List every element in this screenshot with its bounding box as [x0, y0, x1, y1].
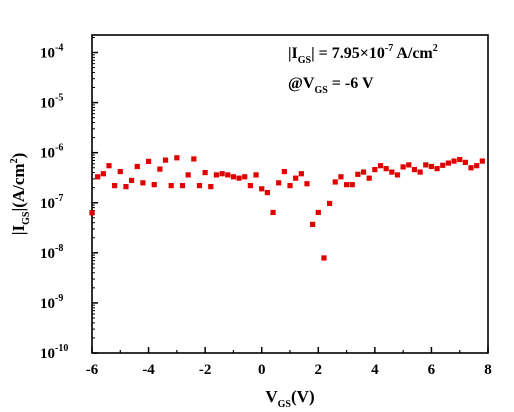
data-point	[434, 166, 440, 172]
annotation-bias: @VGS = -6 V	[288, 75, 374, 96]
y-axis-label: |IGS|(A/cm2)	[9, 153, 32, 236]
data-point	[162, 157, 169, 163]
annotation-current: |IGS| = 7.95×10-7 A/cm2	[288, 43, 438, 66]
tick-labels: -6 -4 -2 0 2 4 6 8 10-4 10-5 10-6 10-7 10-8 10-9 10-10	[40, 43, 492, 378]
data-point	[225, 172, 231, 178]
y-tick-label: 10-6	[40, 143, 63, 162]
data-point	[196, 183, 203, 189]
data-point	[451, 158, 457, 164]
data-point	[360, 169, 367, 175]
data-point	[304, 181, 310, 187]
data-point	[440, 162, 446, 168]
data-point	[411, 166, 418, 173]
data-point	[185, 172, 191, 178]
data-point	[394, 172, 401, 178]
data-point	[468, 165, 474, 171]
data-point	[89, 210, 95, 216]
data-point	[343, 182, 350, 188]
data-point	[247, 183, 253, 189]
data-point	[112, 183, 118, 189]
data-point	[372, 166, 378, 173]
y-tick-label: 10-5	[40, 93, 63, 112]
data-point	[293, 175, 299, 181]
data-point	[423, 162, 429, 168]
data-point	[259, 186, 265, 192]
data-point	[213, 172, 220, 178]
y-tick-label: 10-4	[40, 43, 63, 62]
data-point	[310, 221, 316, 227]
data-point	[168, 183, 174, 189]
x-tick-label: 4	[371, 362, 379, 378]
axis-ticks	[91, 36, 489, 354]
x-tick-label: 6	[428, 362, 436, 378]
y-tick-label: 10-9	[40, 293, 63, 312]
y-tick-label: 10-8	[40, 243, 63, 262]
data-point	[253, 172, 259, 178]
data-point	[332, 179, 338, 185]
data-point	[377, 163, 384, 169]
data-point	[179, 183, 186, 189]
data-point	[327, 200, 333, 207]
data-point	[355, 171, 361, 177]
x-tick-label: 8	[484, 362, 492, 378]
data-point	[106, 163, 112, 169]
data-point	[174, 155, 180, 161]
data-point	[321, 255, 327, 261]
data-point	[236, 175, 242, 181]
data-point	[366, 175, 372, 181]
y-tick-label: 10-7	[40, 193, 63, 212]
data-point	[479, 158, 485, 164]
data-point	[276, 180, 282, 186]
data-point	[315, 209, 321, 216]
data-point	[145, 158, 152, 164]
data-point	[100, 171, 106, 177]
data-point	[123, 184, 129, 190]
data-point	[219, 171, 225, 177]
data-point	[157, 166, 163, 172]
data-point	[117, 168, 123, 175]
x-axis-label: VGS(V)	[265, 387, 314, 410]
data-point	[400, 164, 406, 170]
data-point	[462, 159, 468, 165]
data-point	[406, 162, 412, 168]
x-tick-label: -6	[86, 362, 99, 378]
data-point	[95, 174, 101, 180]
y-tick-label: 10-10	[40, 343, 68, 362]
data-point	[270, 209, 276, 216]
data-point	[474, 163, 480, 169]
data-point	[264, 189, 270, 196]
data-point	[242, 174, 248, 180]
data-point	[202, 170, 208, 176]
data-points	[89, 155, 485, 261]
data-point	[428, 163, 435, 170]
x-tick-label: 2	[315, 362, 323, 378]
data-point	[134, 163, 140, 170]
x-tick-label: -4	[142, 362, 155, 378]
data-point	[129, 177, 135, 183]
x-tick-label: -2	[199, 362, 212, 378]
data-point	[349, 182, 355, 188]
data-point	[445, 160, 451, 166]
x-tick-label: 0	[258, 362, 266, 378]
data-point	[338, 174, 344, 180]
data-point	[457, 156, 463, 163]
data-point	[298, 171, 304, 177]
data-point	[230, 174, 237, 180]
data-point	[389, 169, 395, 175]
data-point	[281, 168, 287, 175]
data-point	[191, 156, 197, 162]
data-point	[140, 180, 146, 186]
data-point	[208, 184, 214, 190]
data-point	[151, 182, 157, 188]
data-point	[287, 183, 293, 189]
data-point	[417, 169, 423, 175]
data-point	[383, 166, 389, 172]
